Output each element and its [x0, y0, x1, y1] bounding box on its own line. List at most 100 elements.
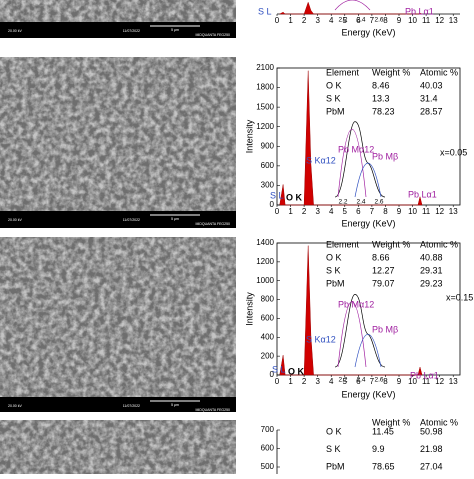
x-tick-label: 10	[408, 377, 417, 386]
y-tick-label: 400	[261, 332, 275, 341]
peak-label: Pb Lα1	[408, 189, 437, 199]
table-cell: 11.45	[372, 426, 394, 436]
y-tick-label: 600	[261, 161, 275, 170]
table-cell: 40.03	[420, 80, 443, 90]
table-cell: S K	[326, 93, 341, 103]
sem-texture	[0, 57, 236, 211]
x-tick-label: 3	[315, 207, 320, 216]
x-tick-label: 9	[397, 377, 402, 386]
peak-label: S L	[270, 190, 284, 200]
inset-tick-label: 2.2	[338, 199, 347, 206]
x-tick-label: 4	[329, 207, 334, 216]
x-tick-label: 0	[275, 207, 280, 216]
table-cell: 8.66	[372, 252, 390, 262]
inset-tick-label: 2.6	[374, 377, 383, 384]
inset-tick-label: 2.6	[374, 17, 383, 24]
peak-label: Pb Mα12	[338, 299, 374, 309]
y-tick-label: 500	[261, 462, 275, 471]
x-tick-label: 4	[329, 377, 334, 386]
table-cell: O K	[326, 252, 342, 262]
x-tick-label: 12	[435, 377, 444, 386]
x-tick-label: 11	[422, 207, 431, 216]
x-tick-label: 2	[302, 207, 307, 216]
inset-tick-label: 2.4	[356, 17, 365, 24]
y-tick-label: 2100	[256, 63, 274, 72]
spectrum-peaks	[279, 245, 423, 376]
sem-texture	[0, 0, 236, 22]
peak-label: S L	[272, 364, 286, 374]
peak-label: O K	[286, 192, 303, 202]
x-tick-label: 12	[435, 16, 444, 25]
y-tick-label: 1400	[256, 238, 274, 247]
sem-scale: 5 μm	[171, 28, 179, 32]
inset-fit	[334, 294, 386, 368]
peak-label: S Kα12	[306, 155, 336, 165]
x-tick-label: 9	[397, 207, 402, 216]
table-cell: 12.27	[372, 265, 395, 275]
inset-tick-label: 2.2	[338, 377, 347, 384]
y-tick-label: 800	[261, 295, 275, 304]
x-tick-label: 4	[329, 16, 334, 25]
x-tick-label: 7	[370, 377, 375, 386]
table-cell: O K	[326, 80, 342, 90]
peak-label: Pb Mα12	[338, 144, 374, 154]
y-tick-label: 300	[261, 181, 275, 190]
inset-tick-label: 2.2	[338, 17, 347, 24]
table-cell: 8.46	[372, 80, 390, 90]
peak-label: Pb Mβ	[372, 151, 398, 161]
x-tick-label: 11	[422, 16, 431, 25]
table-cell: 13.3	[372, 93, 390, 103]
x-tick-label: 7	[370, 207, 375, 216]
table-cell: S K	[326, 444, 341, 454]
sem-instrument: MIDQUANTA FEG250	[195, 408, 230, 412]
x-tick-label: 13	[449, 207, 458, 216]
table-cell: 9.9	[372, 444, 385, 454]
sem-texture	[0, 420, 236, 474]
spectrum-peaks	[279, 70, 423, 206]
sem-date: 11/07/2022	[123, 404, 140, 408]
x-tick-label: 8	[383, 207, 388, 216]
inset-peak-2	[354, 333, 382, 368]
x-tick-label: 13	[449, 16, 458, 25]
table-cell: 27.04	[420, 461, 443, 471]
y-tick-label: 0	[270, 370, 275, 379]
x-tick-label: 12	[435, 207, 444, 216]
table-cell: PbM	[326, 461, 345, 471]
table-cell: 29.31	[420, 265, 443, 275]
table-cell: 40.88	[420, 252, 443, 262]
x-tick-label: 3	[315, 16, 320, 25]
x-tick-label: 8	[383, 16, 388, 25]
y-tick-label: 200	[261, 351, 275, 360]
peak-label: Pb Lα1	[405, 6, 434, 16]
x-tick-label: 13	[449, 377, 458, 386]
table-header: Atomic %	[420, 417, 458, 427]
y-tick-label: 1000	[256, 276, 274, 285]
x-axis-label: Energy (KeV)	[341, 389, 395, 399]
y-tick-label: 1200	[256, 257, 274, 266]
table-header: Element	[326, 67, 360, 77]
table-cell: 78.23	[372, 106, 395, 116]
table-header: Atomic %	[420, 67, 458, 77]
table-cell: 50.98	[420, 426, 443, 436]
x-tick-label: 5	[343, 16, 348, 25]
table-header: Element	[326, 239, 360, 249]
sem-voltage: 20.00 kV	[8, 29, 22, 33]
table-cell: 79.07	[372, 278, 395, 288]
table-cell: 78.65	[372, 461, 395, 471]
y-tick-label: 600	[261, 444, 275, 453]
x-tick-label: 2	[302, 377, 307, 386]
y-axis-label: Intensity	[244, 119, 254, 153]
x-tick-label: 5	[343, 377, 348, 386]
sem-texture	[0, 237, 236, 397]
x-tick-label: 10	[408, 207, 417, 216]
inset-tick-label: 2.4	[356, 377, 365, 384]
x-tick-label: 11	[422, 377, 431, 386]
sem-instrument: MIDQUANTA FEG250	[195, 33, 230, 37]
x-tick-label: 2	[302, 16, 307, 25]
composition: x=0.05	[440, 147, 467, 157]
x-axis-label: Energy (KeV)	[341, 27, 395, 37]
table-header: Atomic %	[420, 239, 458, 249]
x-tick-label: 6	[356, 207, 361, 216]
peak-label: S Kα12	[306, 334, 336, 344]
